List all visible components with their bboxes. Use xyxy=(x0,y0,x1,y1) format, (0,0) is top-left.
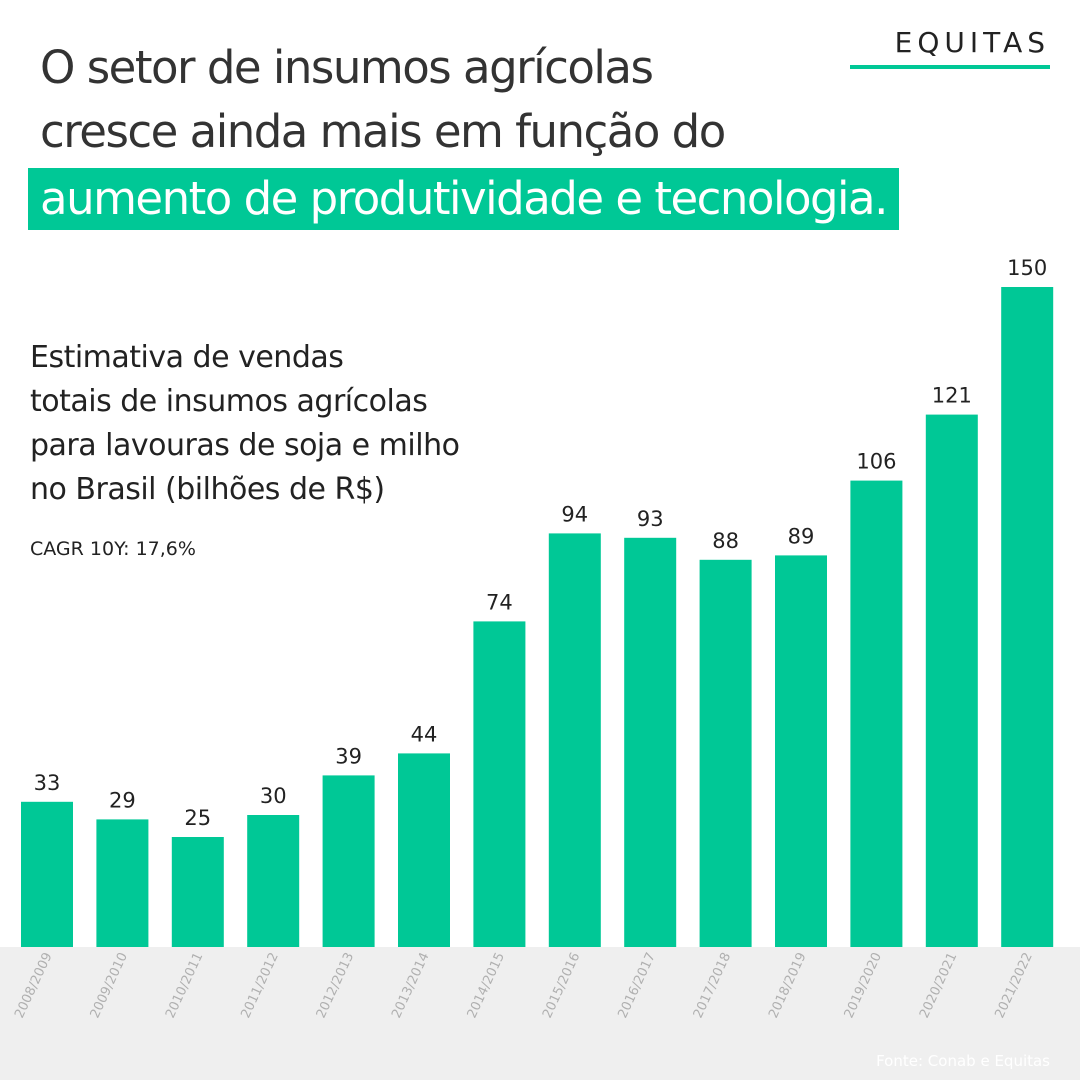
data-label: 74 xyxy=(486,590,513,614)
data-label: 30 xyxy=(260,784,287,808)
bar-2014/2015 xyxy=(473,621,526,947)
x-tick-label: 2011/2012 xyxy=(238,950,281,1020)
bar-2017/2018 xyxy=(699,559,752,947)
bar-2015/2016 xyxy=(548,533,601,947)
data-label: 106 xyxy=(856,450,896,474)
x-tick-label: 2010/2011 xyxy=(163,950,206,1020)
x-tick-label: 2013/2014 xyxy=(389,950,432,1020)
bar-2009/2010 xyxy=(96,819,149,947)
x-axis-band xyxy=(0,947,1080,1080)
data-label: 93 xyxy=(637,507,664,531)
subtitle-line-2: totais de insumos agrícolas xyxy=(30,384,428,419)
bar-2011/2012 xyxy=(247,815,300,947)
bar-2020/2021 xyxy=(925,414,978,948)
x-tick-label: 2008/2009 xyxy=(12,950,55,1020)
x-tick-label: 2016/2017 xyxy=(615,950,658,1020)
data-label: 88 xyxy=(712,529,739,553)
headline: O setor de insumos agrícolas cresce aind… xyxy=(28,36,899,231)
bar-2010/2011 xyxy=(171,837,224,947)
x-tick-label: 2019/2020 xyxy=(842,950,885,1020)
data-label: 29 xyxy=(109,788,136,812)
bar-2012/2013 xyxy=(322,775,375,947)
x-tick-label: 2020/2021 xyxy=(917,950,960,1020)
chart-subtitle: Estimativa de vendas totais de insumos a… xyxy=(30,336,460,512)
data-label: 121 xyxy=(932,384,972,408)
x-tick-label: 2014/2015 xyxy=(465,950,508,1020)
x-tick-label: 2012/2013 xyxy=(314,950,357,1020)
subtitle-line-4: no Brasil (bilhões de R$) xyxy=(30,472,385,507)
data-label: 150 xyxy=(1007,256,1047,280)
bar-2013/2014 xyxy=(398,753,450,947)
headline-line-1: O setor de insumos agrícolas xyxy=(40,41,654,94)
x-tick-label: 2009/2010 xyxy=(88,950,131,1020)
bar-2021/2022 xyxy=(1001,287,1054,947)
headline-line-2: cresce ainda mais em função do xyxy=(40,105,726,158)
bar-2016/2017 xyxy=(624,537,677,947)
data-label: 44 xyxy=(411,722,438,746)
bar-2008/2009 xyxy=(21,801,73,947)
subtitle-line-3: para lavouras de soja e milho xyxy=(30,428,460,463)
x-tick-label: 2018/2019 xyxy=(766,950,809,1020)
logo-underline xyxy=(850,65,1050,69)
x-tick-label: 2021/2022 xyxy=(992,950,1035,1020)
brand-logo: EQUITAS xyxy=(894,26,1050,59)
bar-2019/2020 xyxy=(850,480,903,947)
headline-highlight: aumento de produtividade e tecnologia. xyxy=(28,168,899,230)
data-label: 39 xyxy=(335,744,362,768)
data-label: 94 xyxy=(561,502,588,526)
bar-2018/2019 xyxy=(775,555,827,947)
cagr-label: CAGR 10Y: 17,6% xyxy=(30,538,196,560)
subtitle-line-1: Estimativa de vendas xyxy=(30,340,344,375)
x-tick-label: 2017/2018 xyxy=(691,950,734,1020)
x-tick-label: 2015/2016 xyxy=(540,950,583,1020)
source-note: Fonte: Conab e Equitas xyxy=(876,1052,1050,1070)
data-label: 25 xyxy=(184,806,211,830)
data-label: 89 xyxy=(788,524,815,548)
data-label: 33 xyxy=(34,771,61,795)
